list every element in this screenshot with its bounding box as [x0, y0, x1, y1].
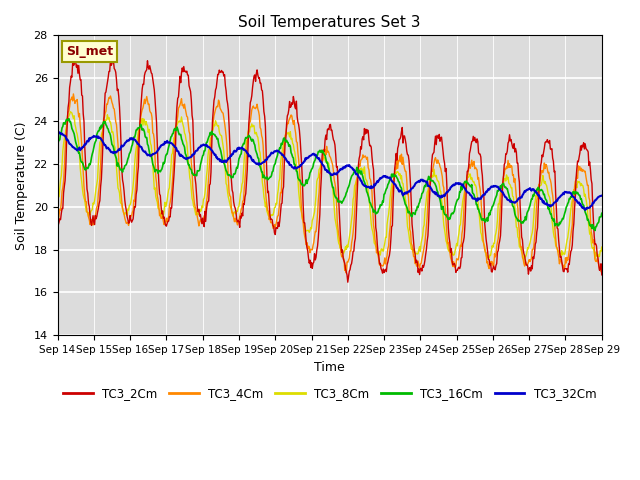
TC3_32Cm — [322, 167, 330, 173]
TC3_4Cm — [197, 218, 205, 224]
Legend: TC3_2Cm, TC3_4Cm, TC3_8Cm, TC3_16Cm, TC3_32Cm: TC3_2Cm, TC3_4Cm, TC3_8Cm, TC3_16Cm, TC3… — [58, 382, 601, 404]
TC3_8Cm — [550, 229, 557, 235]
TC3_32Cm — [581, 207, 589, 213]
TC3_2Cm — [54, 216, 61, 221]
TC3_2Cm — [71, 53, 79, 59]
TC3_4Cm — [429, 164, 437, 170]
Text: SI_met: SI_met — [66, 45, 113, 58]
TC3_8Cm — [598, 244, 605, 250]
TC3_32Cm — [375, 178, 383, 183]
TC3_4Cm — [322, 152, 330, 158]
TC3_16Cm — [322, 156, 330, 162]
TC3_2Cm — [598, 272, 605, 278]
TC3_8Cm — [197, 208, 205, 214]
TC3_16Cm — [375, 206, 383, 212]
TC3_8Cm — [54, 199, 61, 204]
TC3_4Cm — [550, 200, 557, 205]
TC3_2Cm — [344, 279, 351, 285]
Line: TC3_2Cm: TC3_2Cm — [58, 56, 602, 282]
TC3_32Cm — [548, 202, 556, 208]
TC3_16Cm — [174, 126, 182, 132]
TC3_8Cm — [67, 109, 74, 115]
Title: Soil Temperatures Set 3: Soil Temperatures Set 3 — [238, 15, 421, 30]
TC3_4Cm — [70, 91, 77, 97]
TC3_4Cm — [174, 114, 182, 120]
TC3_8Cm — [520, 258, 528, 264]
TC3_4Cm — [54, 219, 61, 225]
TC3_16Cm — [548, 216, 556, 221]
TC3_16Cm — [197, 159, 205, 165]
Line: TC3_4Cm: TC3_4Cm — [58, 94, 602, 273]
TC3_8Cm — [429, 174, 436, 180]
TC3_2Cm — [197, 216, 205, 222]
TC3_4Cm — [598, 264, 605, 270]
TC3_32Cm — [174, 148, 182, 154]
TC3_2Cm — [174, 96, 182, 101]
TC3_32Cm — [429, 188, 436, 194]
TC3_4Cm — [376, 262, 383, 268]
TC3_32Cm — [55, 129, 63, 135]
TC3_16Cm — [598, 210, 605, 216]
Line: TC3_32Cm: TC3_32Cm — [58, 132, 602, 210]
TC3_4Cm — [342, 270, 350, 276]
X-axis label: Time: Time — [314, 360, 345, 373]
TC3_2Cm — [429, 151, 437, 156]
TC3_16Cm — [429, 178, 436, 183]
TC3_2Cm — [550, 158, 557, 164]
Line: TC3_8Cm: TC3_8Cm — [58, 112, 602, 261]
TC3_16Cm — [65, 116, 73, 121]
TC3_8Cm — [174, 120, 182, 126]
TC3_32Cm — [598, 193, 605, 199]
Line: TC3_16Cm: TC3_16Cm — [58, 119, 602, 230]
Y-axis label: Soil Temperature (C): Soil Temperature (C) — [15, 121, 28, 250]
TC3_32Cm — [54, 132, 61, 138]
TC3_16Cm — [591, 228, 599, 233]
TC3_2Cm — [376, 261, 383, 267]
TC3_2Cm — [322, 132, 330, 138]
TC3_8Cm — [375, 250, 383, 255]
TC3_32Cm — [197, 143, 205, 148]
TC3_16Cm — [54, 143, 61, 149]
TC3_8Cm — [322, 159, 330, 165]
